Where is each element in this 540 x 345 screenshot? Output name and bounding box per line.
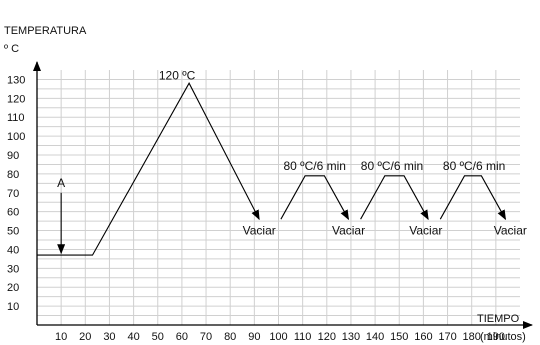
x-tick-label: 180	[463, 331, 481, 343]
y-tick-label: 30	[7, 263, 19, 275]
series-segment-1	[37, 82, 260, 256]
x-tick-label: 190	[487, 331, 505, 343]
series-segment-2	[280, 175, 349, 221]
annotation-label: 80 ºC/6 min	[443, 159, 505, 173]
x-tick-label: 110	[294, 331, 312, 343]
annotation-label: Vaciar	[243, 223, 276, 237]
y-tick-label: 120	[7, 93, 25, 105]
y-tick-label: 130	[7, 74, 25, 86]
y-tick-label: 60	[7, 207, 19, 219]
axes	[33, 61, 533, 329]
annotations: A 120 ºC 80 ºC/6 min 80 ºC/6 min 80 ºC/6 min…	[57, 68, 527, 237]
x-tick-label: 120	[318, 331, 336, 343]
y-axis-title-line2: º C	[4, 43, 19, 55]
x-tick-label: 20	[79, 331, 91, 343]
annotation-label: 120 ºC	[159, 68, 196, 82]
x-tick-label: 40	[127, 331, 139, 343]
y-tick-label: 40	[7, 244, 19, 256]
x-tick-label: 160	[414, 331, 432, 343]
x-tick-label: 150	[390, 331, 408, 343]
annotation-label: 80 ºC/6 min	[284, 159, 346, 173]
x-tick-label: 90	[248, 331, 260, 343]
y-tick-label: 100	[7, 131, 25, 143]
series-segment-4	[439, 175, 506, 221]
y-tick-label: 110	[7, 112, 25, 124]
y-tick-label: 80	[7, 169, 19, 181]
x-tick-label: 80	[224, 331, 236, 343]
y-axis-title-line1: TEMPERATURA	[4, 25, 87, 37]
x-tick-label: 70	[200, 331, 212, 343]
series-segment-3	[360, 175, 429, 221]
annotation-label: Vaciar	[409, 223, 442, 237]
x-tick-label: 10	[55, 331, 67, 343]
x-tick-label: 140	[366, 331, 384, 343]
annotation-label: A	[57, 176, 65, 190]
y-tick-label: 10	[7, 301, 19, 313]
x-tick-label: 50	[152, 331, 164, 343]
x-tick-label: 130	[342, 331, 360, 343]
x-tick-label: 170	[438, 331, 456, 343]
annotation-label: Vaciar	[494, 223, 527, 237]
series-lines	[37, 82, 506, 256]
y-tick-label: 70	[7, 188, 19, 200]
y-tick-label: 50	[7, 226, 19, 238]
y-tick-label: 20	[7, 282, 19, 294]
x-axis-title-line2: (minutos)	[480, 331, 526, 343]
annotation-label: Vaciar	[332, 223, 365, 237]
y-tick-label: 90	[7, 150, 19, 162]
grid	[37, 70, 520, 325]
x-tick-label: 60	[176, 331, 188, 343]
tick-labels: 10 20 30 40 50 60 70 80 90 100 110 120 130 140 150 160 1…	[7, 74, 505, 343]
x-tick-label: 30	[103, 331, 115, 343]
x-tick-label: 100	[269, 331, 287, 343]
x-axis-title-line1: TIEMPO	[477, 313, 520, 325]
annotation-label: 80 ºC/6 min	[361, 159, 423, 173]
